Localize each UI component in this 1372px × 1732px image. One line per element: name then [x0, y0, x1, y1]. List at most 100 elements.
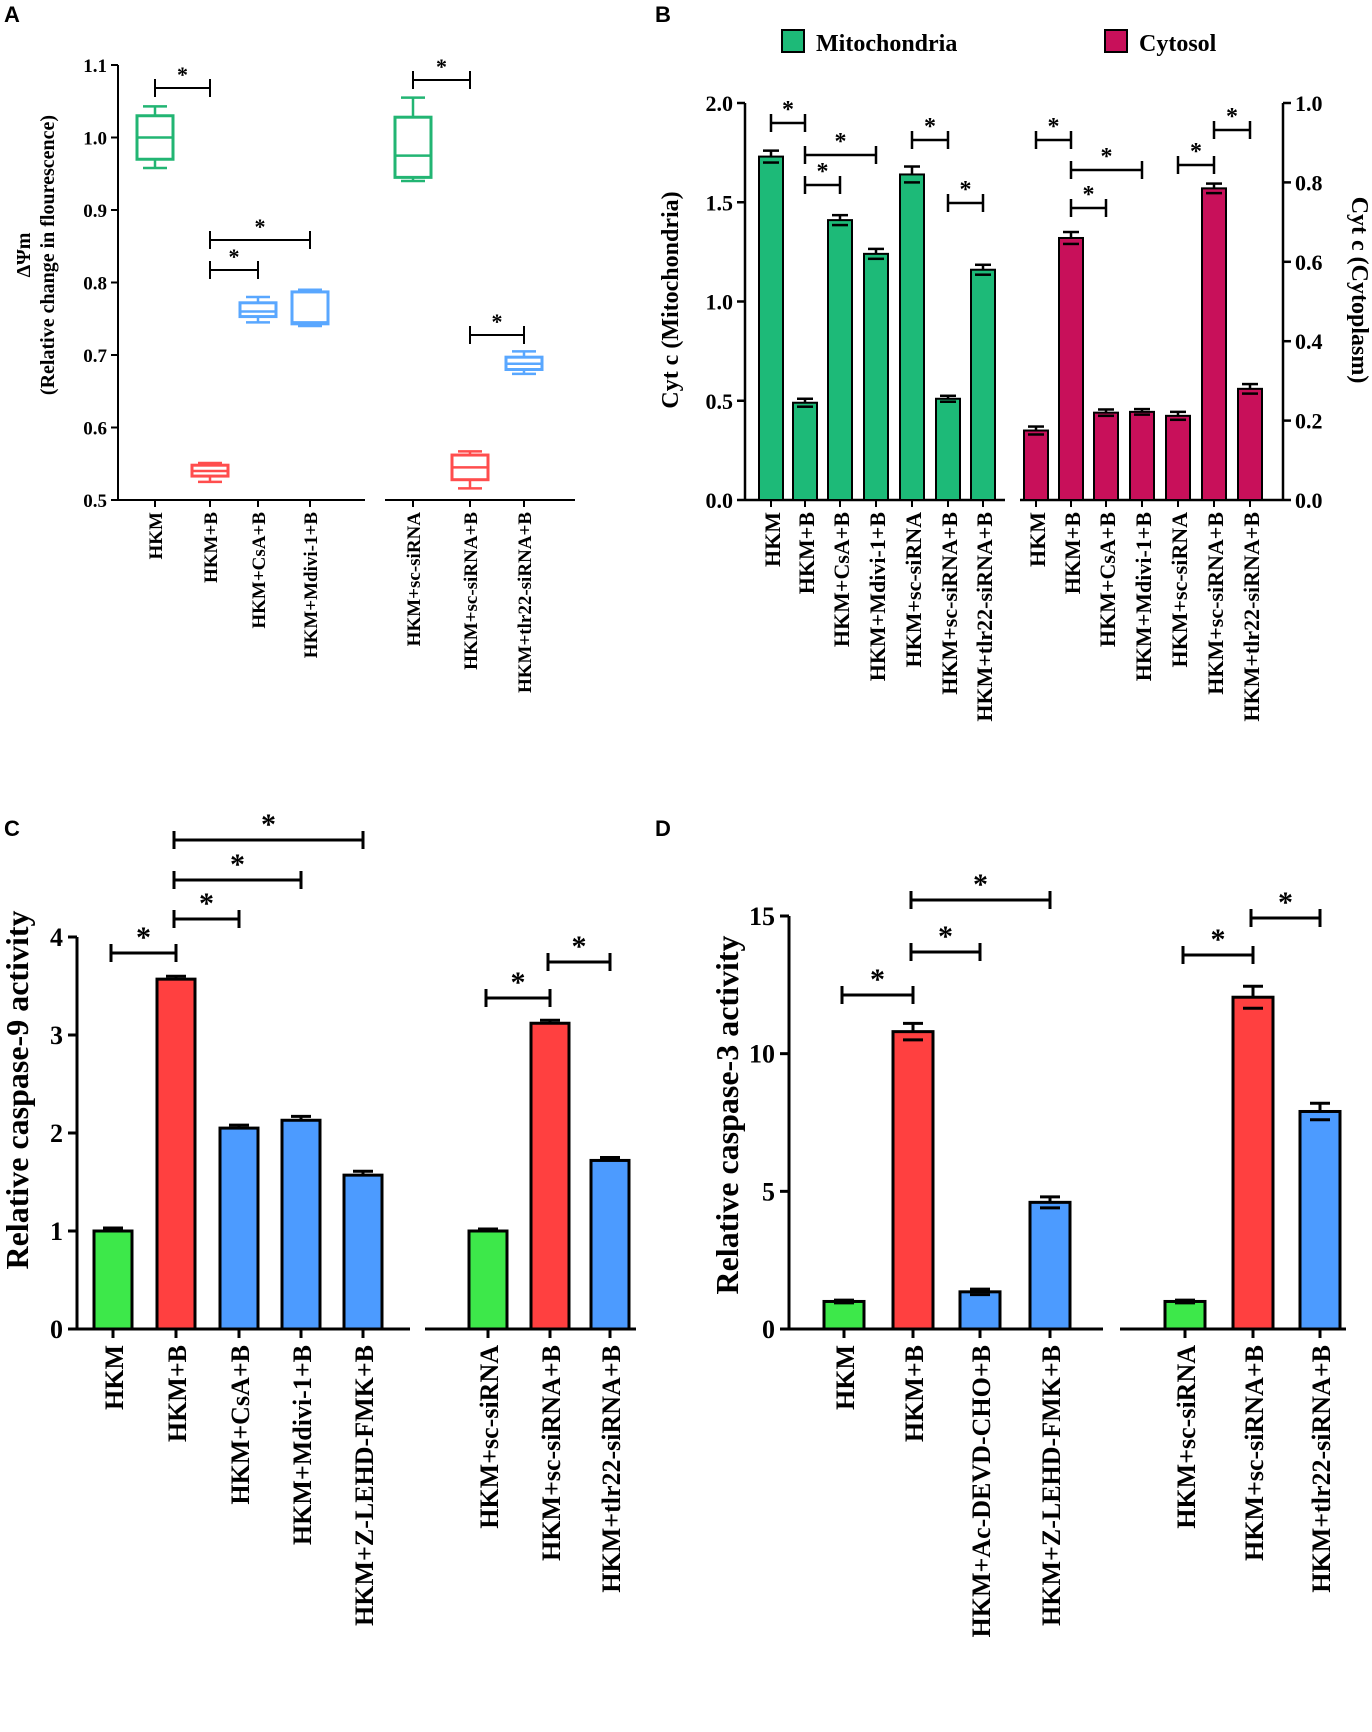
panel-b-ytick-right-label: 0.8: [1295, 170, 1323, 195]
panel-d-xtick-label: HKM: [831, 1345, 860, 1410]
panel-b-bar-cytosol: [1023, 429, 1049, 501]
panel-a-ytick-label: 0.6: [83, 419, 107, 440]
panel-b-xtick-label: HKM+Mdivi-1+B: [1131, 512, 1156, 682]
panel-b-xtick-label: HKM+tlr22-siRNA+B: [1239, 512, 1264, 722]
panel-d-bar: [1028, 1200, 1072, 1331]
panel-b: B Mitochondria Cytosol Cyt c (Mitochondr…: [655, 2, 1372, 722]
panel-a-ytick-label: 0.5: [83, 491, 107, 512]
panel-b-bar-mitochondria: [899, 173, 925, 502]
panel-b-significance-star: *: [1048, 114, 1060, 140]
panel-b-bar-cytosol: [1165, 414, 1191, 501]
panel-c: C Relative caspase-9 activity 0 1 2 3 4 HKM HK…: [0, 808, 636, 1626]
panel-a-significance-star: *: [255, 214, 266, 239]
panel-a-significance-star: *: [177, 62, 188, 87]
panel-b-xtick-label: HKM+B: [794, 512, 819, 595]
panel-d-ytick-label: 5: [762, 1177, 775, 1206]
panel-a-xtick-label: HKM+tlr22-siRNA+B: [515, 512, 536, 693]
panel-c-bar: [280, 1118, 322, 1331]
panel-c-ytick-label: 1: [50, 1217, 63, 1246]
panel-a-ytick-label: 1.0: [83, 129, 107, 150]
panel-b-bar-cytosol: [1201, 187, 1227, 501]
panel-label-c: C: [4, 816, 20, 841]
panel-a-ytick-label: 1.1: [83, 56, 107, 77]
panel-c-ytick-label: 0: [50, 1315, 63, 1344]
panel-b-bar-cytosol: [1129, 410, 1155, 501]
panel-a-box: [238, 301, 278, 319]
panel-d: D Relative caspase-3 activity 0 5 10 15 HKM H…: [655, 816, 1346, 1638]
panel-c-xtick-label: HKM: [100, 1345, 129, 1410]
panel-a-xtick-label: HKM+B: [201, 512, 222, 583]
panel-c-ytick-label: 4: [50, 923, 63, 952]
panel-b-ytick-left-label: 0.5: [706, 389, 734, 414]
panel-b-significance-star: *: [835, 129, 847, 155]
panel-a-box: [290, 290, 330, 326]
panel-b-bar-mitochondria: [863, 252, 889, 501]
panel-d-bar: [1163, 1299, 1207, 1331]
panel-a-ytick-label: 0.7: [83, 346, 107, 367]
panel-c-significance-star: *: [261, 808, 276, 841]
panel-b-significance-star: *: [1101, 144, 1113, 170]
panel-b-ylabel-left: Cyt c (Mitochondria): [658, 191, 684, 408]
panel-c-significance-star: *: [136, 921, 151, 954]
panel-label-a: A: [4, 2, 20, 27]
panel-c-ylabel: Relative caspase-9 activity: [0, 910, 35, 1269]
panel-label-b: B: [655, 2, 671, 27]
panel-b-xtick-label: HKM: [1025, 512, 1050, 567]
panel-c-bar: [218, 1126, 260, 1331]
panel-b-significance-star: *: [782, 97, 794, 123]
panel-a-box: [393, 115, 433, 179]
panel-d-ytick-label: 10: [749, 1040, 775, 1069]
panel-b-significance-star: *: [924, 114, 936, 140]
panel-a-xtick-label: HKM+Mdivi-1+B: [301, 512, 322, 659]
panel-a-significance-star: *: [229, 244, 240, 269]
panel-b-ytick-right-label: 0.2: [1295, 409, 1323, 434]
panel-b-ytick-left-label: 1.0: [706, 290, 734, 315]
panel-b-xtick-label: HKM+sc-siRNA: [901, 512, 926, 668]
panel-b-bar-cytosol: [1237, 387, 1263, 501]
legend-cytosol-swatch: [1104, 29, 1128, 53]
panel-c-significance-star: *: [572, 930, 587, 963]
panel-b-ytick-right-label: 0.4: [1295, 329, 1323, 354]
panel-b-xtick-label: HKM+CsA+B: [829, 512, 854, 647]
panel-d-significance-star: *: [870, 963, 885, 996]
panel-c-bar: [155, 977, 197, 1331]
legend-mitochondria-label: Mitochondria: [816, 31, 957, 57]
panel-d-significance-star: *: [1211, 923, 1226, 956]
panel-b-ytick-left-label: 1.5: [706, 190, 734, 215]
panel-d-significance-star: *: [973, 868, 988, 901]
panel-d-bar: [958, 1290, 1002, 1331]
panel-b-xtick-label: HKM+B: [1060, 512, 1085, 595]
panel-b-ytick-right-label: 0.0: [1295, 488, 1323, 513]
panel-c-bar: [342, 1173, 384, 1331]
panel-b-ytick-left-label: 2.0: [706, 91, 734, 116]
panel-c-xtick-label: HKM+Z-LEHD-FMK+B: [350, 1345, 379, 1626]
panel-b-bar-mitochondria: [935, 397, 961, 502]
panel-b-bar-mitochondria: [792, 401, 818, 501]
panel-b-bar-mitochondria: [970, 268, 996, 501]
panel-d-xtick-label: HKM+B: [900, 1345, 929, 1442]
panel-b-significance-star: *: [1083, 182, 1095, 208]
panel-d-ytick-label: 0: [762, 1315, 775, 1344]
panel-b-xtick-label: HKM+tlr22-siRNA+B: [972, 512, 997, 722]
panel-a-xtick-label: HKM+sc-siRNA+B: [461, 512, 482, 670]
panel-d-significance-star: *: [938, 920, 953, 953]
panel-a-xtick-label: HKM+sc-siRNA: [404, 512, 425, 647]
panel-c-xtick-label: HKM+tlr22-siRNA+B: [597, 1345, 626, 1593]
panel-c-significance-star: *: [230, 848, 245, 881]
panel-a-ytick-label: 0.8: [83, 274, 107, 295]
panel-b-bar-mitochondria: [827, 219, 853, 502]
panel-b-xtick-label: HKM+sc-siRNA+B: [937, 512, 962, 695]
panel-d-xtick-label: HKM+Ac-DEVD-CHO+B: [967, 1345, 996, 1638]
panel-c-bar: [467, 1229, 509, 1331]
panel-c-significance-star: *: [199, 887, 214, 920]
panel-a-significance-star: *: [492, 309, 503, 334]
panel-d-ylabel: Relative caspase-3 activity: [709, 935, 745, 1294]
panel-b-bar-cytosol: [1093, 411, 1119, 501]
panel-d-bar: [891, 1030, 935, 1331]
panel-c-xtick-label: HKM+CsA+B: [226, 1345, 255, 1505]
panel-a-ylabel-1: ΔΨm: [13, 232, 35, 277]
panel-a-xtick-label: HKM: [146, 512, 167, 560]
panel-d-xtick-label: HKM+sc-siRNA+B: [1240, 1345, 1269, 1561]
panel-c-significance-star: *: [511, 966, 526, 999]
